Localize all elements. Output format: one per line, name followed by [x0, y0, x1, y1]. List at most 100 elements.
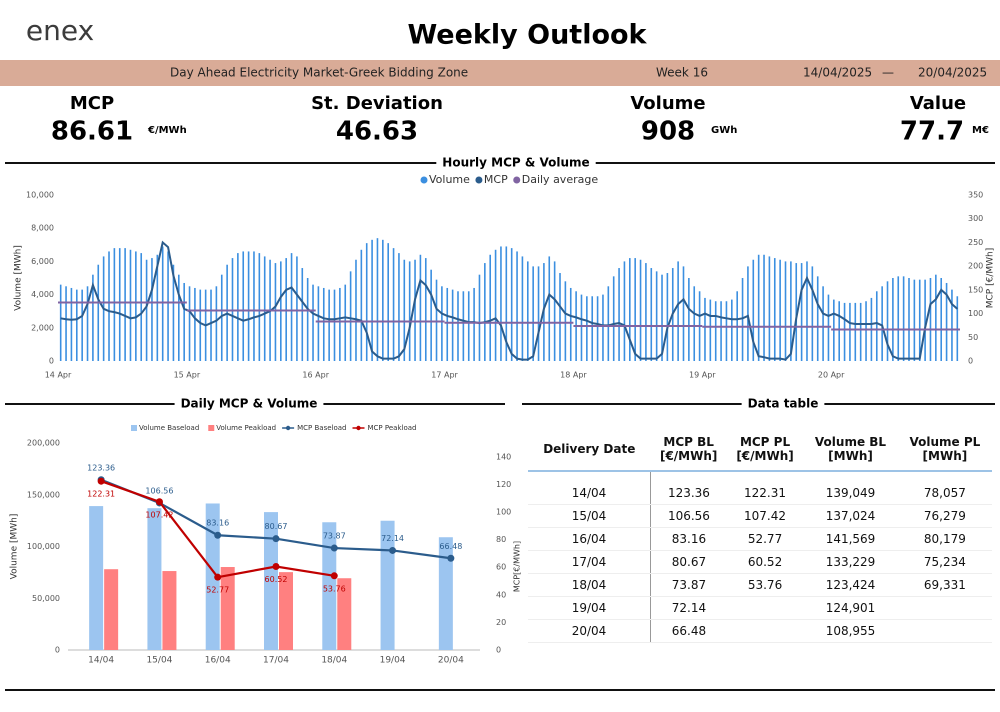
- volume-bar: [827, 294, 830, 361]
- volume-bar: [371, 239, 373, 361]
- mcp-point: [389, 546, 397, 554]
- volume-bar: [816, 276, 819, 361]
- volume-bar: [854, 302, 857, 361]
- volume-bar: [790, 261, 792, 361]
- volume-bar: [312, 284, 314, 361]
- volume-bar: [666, 273, 669, 361]
- legend-marker: [131, 425, 137, 431]
- volume-bar: [220, 567, 235, 650]
- y-tick-label: 200,000: [27, 439, 60, 448]
- y2-tick-label: 50: [968, 333, 978, 342]
- volume-bar: [924, 279, 926, 361]
- legend-label: MCP Peakload: [368, 424, 417, 432]
- volume-bar: [328, 289, 330, 361]
- volume-bar: [392, 248, 395, 361]
- table-cell: 124,901: [803, 596, 898, 620]
- x-tick-label: 19 Apr: [689, 371, 716, 380]
- data-label: 73.87: [323, 532, 346, 541]
- y-tick-label: 100,000: [27, 542, 60, 551]
- y-tick-label: 8,000: [31, 224, 54, 233]
- volume-bar: [263, 256, 266, 361]
- volume-bar: [296, 256, 298, 361]
- kpi-value: 86.61: [51, 117, 133, 147]
- data-table: Delivery Date MCP BL [€/MWh] MCP PL [€/MWh…: [528, 428, 992, 643]
- data-label: 52.77: [206, 586, 229, 595]
- volume-bar: [365, 243, 368, 361]
- table-row: 16/04 83.16 52.77 141,569 80,179: [528, 527, 992, 551]
- data-label: 60.52: [265, 575, 288, 584]
- volume-bar: [768, 256, 771, 361]
- volume-bar: [435, 279, 438, 361]
- data-label: 123.36: [87, 463, 115, 472]
- table-row: 15/04 106.56 107.42 137,024 76,279: [528, 504, 992, 528]
- x-tick-label: 17 Apr: [431, 371, 458, 380]
- table-cell: 76,279: [897, 504, 992, 528]
- volume-bar: [859, 302, 862, 361]
- volume-bar: [704, 297, 706, 361]
- volume-bar: [580, 294, 583, 361]
- data-label: 122.31: [87, 490, 115, 499]
- volume-bar: [387, 243, 389, 361]
- legend-marker: [356, 425, 361, 431]
- table-cell: 139,049: [803, 471, 898, 505]
- y-tick-label: 150,000: [27, 490, 60, 499]
- volume-bar: [553, 261, 556, 361]
- volume-bar: [639, 259, 642, 361]
- y2-tick-label: 300: [968, 214, 983, 223]
- y-tick-label: 0: [49, 357, 54, 366]
- volume-bar: [89, 506, 104, 650]
- legend-label: Volume Baseload: [139, 424, 199, 432]
- kpi-label: Volume: [630, 93, 705, 114]
- table-cell: 73.87: [650, 573, 727, 597]
- y2-tick-label: 120: [496, 480, 511, 489]
- volume-bar: [591, 296, 594, 361]
- column-header: Delivery Date: [528, 428, 651, 472]
- volume-bar: [537, 266, 540, 361]
- volume-bar: [104, 569, 119, 650]
- volume-bar: [220, 274, 223, 361]
- volume-bar: [548, 256, 551, 361]
- volume-bar: [569, 287, 572, 361]
- volume-bar: [720, 301, 722, 361]
- volume-bar: [902, 276, 905, 361]
- volume-bar: [623, 261, 626, 361]
- volume-bar: [677, 261, 679, 361]
- x-tick-label: 16 Apr: [302, 371, 329, 380]
- legend-marker: [285, 425, 291, 431]
- table-cell: 106.56: [650, 504, 727, 528]
- volume-bar: [97, 264, 100, 361]
- table-cell: 16/04: [528, 527, 652, 551]
- table-cell: 80.67: [650, 550, 727, 574]
- volume-bar: [161, 246, 164, 361]
- table-cell: 66.48: [650, 619, 727, 643]
- y-tick-label: 4,000: [31, 290, 54, 299]
- mcp-point: [214, 573, 222, 581]
- volume-bar: [918, 279, 921, 361]
- volume-bar: [929, 278, 932, 361]
- volume-bar: [693, 286, 696, 361]
- volume-bar: [602, 294, 604, 361]
- volume-bar: [806, 261, 808, 361]
- kpi-label: MCP: [70, 93, 114, 114]
- volume-bar: [747, 266, 749, 361]
- volume-bar: [86, 286, 89, 361]
- volume-bar: [113, 248, 116, 361]
- volume-bar: [800, 263, 803, 361]
- mcp-point: [272, 535, 280, 543]
- data-label: 80.67: [265, 522, 288, 531]
- table-cell: 72.14: [650, 596, 727, 620]
- logo: enex: [26, 14, 94, 47]
- volume-bar: [741, 278, 744, 361]
- volume-bar: [183, 282, 185, 361]
- x-tick-label: 17/04: [263, 656, 289, 666]
- table-cell: 108,955: [803, 619, 898, 643]
- data-label: 107.42: [145, 510, 173, 519]
- y2-tick-label: 40: [496, 590, 506, 599]
- section-title: Data table: [748, 397, 819, 411]
- volume-bar: [532, 266, 534, 361]
- volume-bar: [253, 251, 255, 361]
- y2-tick-label: 100: [968, 309, 983, 318]
- volume-bar: [360, 249, 363, 361]
- volume-bar: [210, 289, 212, 361]
